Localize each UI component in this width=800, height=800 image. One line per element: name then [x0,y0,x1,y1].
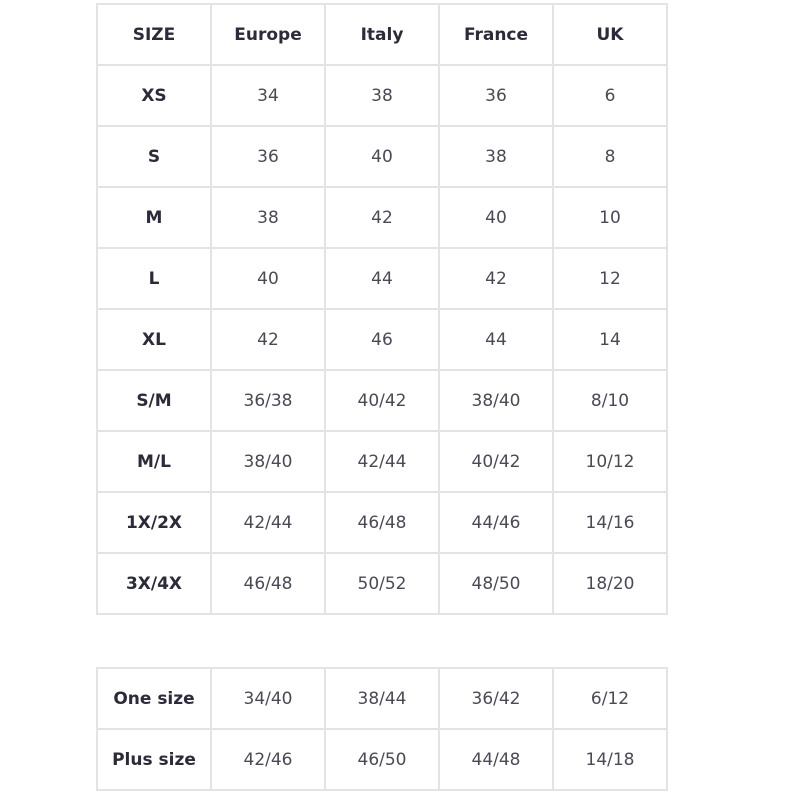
table-row: M/L 38/40 42/44 40/42 10/12 [96,430,668,493]
size-value-cell: 38/40 [438,369,554,432]
size-value-cell: 46/50 [324,728,440,791]
size-value-cell: 42/44 [210,491,326,554]
size-value-cell: 38/44 [324,667,440,730]
column-header: SIZE [96,3,212,66]
size-value-cell: 50/52 [324,552,440,615]
size-value-cell: 36 [210,125,326,188]
size-value-cell: 14/18 [552,728,668,791]
size-value-cell: 40 [438,186,554,249]
column-header: Europe [210,3,326,66]
column-header: Italy [324,3,440,66]
size-chart-table: SIZE Europe Italy France UK XS 34 38 36 6 S 36 40 38 8… [96,3,668,615]
table-row: One size 34/40 38/44 36/42 6/12 [96,667,668,730]
size-value-cell: 38/40 [210,430,326,493]
size-value-cell: 38 [324,64,440,127]
table-row: 3X/4X 46/48 50/52 48/50 18/20 [96,552,668,615]
size-value-cell: 6/12 [552,667,668,730]
size-value-cell: 6 [552,64,668,127]
column-header: UK [552,3,668,66]
size-label-cell: XS [96,64,212,127]
size-value-cell: 38 [210,186,326,249]
size-value-cell: 36/42 [438,667,554,730]
size-value-cell: 40 [324,125,440,188]
size-label-cell: M/L [96,430,212,493]
table-row: L 40 44 42 12 [96,247,668,310]
size-value-cell: 10/12 [552,430,668,493]
size-value-cell: 12 [552,247,668,310]
table-row: Plus size 42/46 46/50 44/48 14/18 [96,728,668,791]
size-value-cell: 40 [210,247,326,310]
size-value-cell: 34 [210,64,326,127]
size-value-cell: 44/48 [438,728,554,791]
size-value-cell: 34/40 [210,667,326,730]
size-value-cell: 42 [324,186,440,249]
size-value-cell: 46/48 [210,552,326,615]
header-row: SIZE Europe Italy France UK [96,3,668,66]
table-row: XS 34 38 36 6 [96,64,668,127]
size-value-cell: 46 [324,308,440,371]
size-label-cell: S [96,125,212,188]
size-value-cell: 44 [438,308,554,371]
size-label-cell: XL [96,308,212,371]
table-row: S/M 36/38 40/42 38/40 8/10 [96,369,668,432]
size-value-cell: 10 [552,186,668,249]
size-value-cell: 42 [210,308,326,371]
size-value-cell: 42 [438,247,554,310]
column-header: France [438,3,554,66]
size-label-cell: L [96,247,212,310]
size-value-cell: 42/44 [324,430,440,493]
size-value-cell: 36/38 [210,369,326,432]
size-value-cell: 40/42 [324,369,440,432]
size-label-cell: M [96,186,212,249]
size-value-cell: 8 [552,125,668,188]
size-value-cell: 46/48 [324,491,440,554]
size-label-cell: One size [96,667,212,730]
table-row: S 36 40 38 8 [96,125,668,188]
table-row: 1X/2X 42/44 46/48 44/46 14/16 [96,491,668,554]
size-label-cell: Plus size [96,728,212,791]
size-label-cell: S/M [96,369,212,432]
size-value-cell: 44 [324,247,440,310]
size-value-cell: 18/20 [552,552,668,615]
size-value-cell: 44/46 [438,491,554,554]
size-value-cell: 36 [438,64,554,127]
size-value-cell: 48/50 [438,552,554,615]
table-row: XL 42 46 44 14 [96,308,668,371]
size-label-cell: 1X/2X [96,491,212,554]
size-value-cell: 42/46 [210,728,326,791]
table-row: M 38 42 40 10 [96,186,668,249]
size-value-cell: 38 [438,125,554,188]
size-value-cell: 14 [552,308,668,371]
size-label-cell: 3X/4X [96,552,212,615]
special-size-table: One size 34/40 38/44 36/42 6/12 Plus size 42/4… [96,667,668,791]
size-value-cell: 40/42 [438,430,554,493]
size-value-cell: 14/16 [552,491,668,554]
size-value-cell: 8/10 [552,369,668,432]
